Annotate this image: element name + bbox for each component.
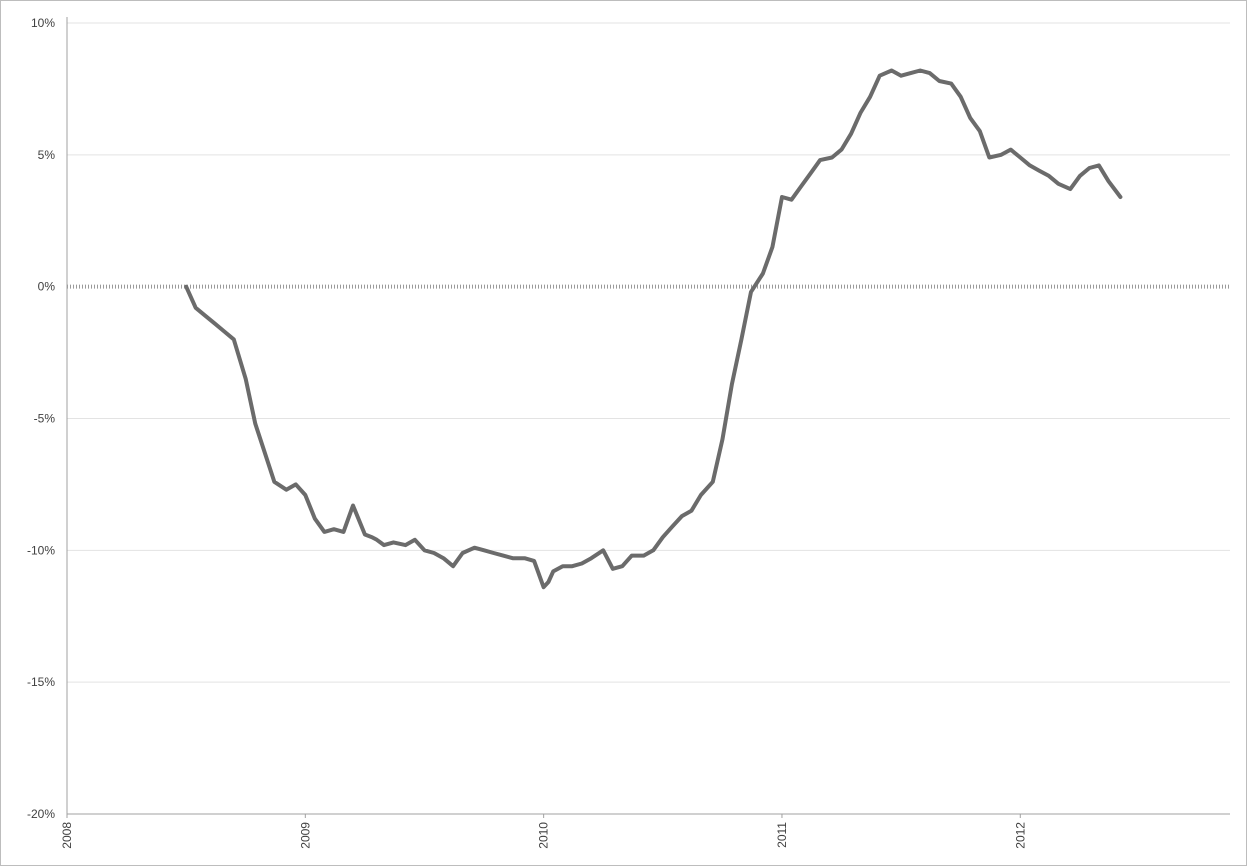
x-tick-label: 2009: [298, 822, 312, 849]
series-layer: [184, 68, 1123, 590]
y-axis-tick-labels: 10% 5% 0% -5% -10% -15% -20%: [27, 16, 55, 821]
series-line: [184, 68, 1123, 590]
y-tick-label: -20%: [27, 807, 55, 821]
x-tick-label: 2008: [60, 822, 74, 849]
y-tick-label: 0%: [38, 280, 56, 294]
x-tick-label: 2011: [775, 822, 789, 848]
y-tick-label: 5%: [38, 148, 56, 162]
y-tick-label: -15%: [27, 675, 55, 689]
y-tick-label: -5%: [34, 412, 56, 426]
x-tick-label: 2010: [537, 822, 551, 849]
y-tick-label: 10%: [31, 16, 55, 30]
x-axis-tick-labels: 2008 2009 2010 2011 2012: [60, 822, 1027, 849]
x-tick-label: 2012: [1013, 822, 1027, 849]
axes: [66, 17, 1230, 818]
gridlines: [67, 22, 1230, 683]
y-tick-label: -10%: [27, 543, 55, 557]
